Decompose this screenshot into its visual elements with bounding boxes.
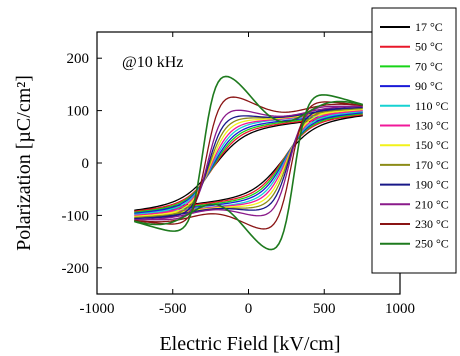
hysteresis-loop-150c	[134, 108, 363, 218]
legend-label: 170 °C	[415, 158, 449, 172]
legend-label: 210 °C	[415, 197, 449, 211]
y-tick-label: 0	[82, 156, 90, 172]
legend-items: 17 °C 50 °C 70 °C 90 °C 110 °C 130 °C 150 °C 17…	[380, 20, 449, 251]
legend-label: 130 °C	[415, 119, 449, 133]
legend-label: 190 °C	[415, 178, 449, 192]
hysteresis-loop-130c	[134, 109, 363, 217]
legend-label: 250 °C	[415, 237, 449, 251]
legend: 17 °C 50 °C 70 °C 90 °C 110 °C 130 °C 150 °C 17…	[371, 7, 457, 274]
legend-entry: 130 °C	[380, 119, 449, 133]
legend-entry: 170 °C	[380, 158, 449, 172]
legend-entry: 70 °C	[380, 59, 443, 73]
legend-entry: 90 °C	[380, 79, 443, 93]
legend-box	[371, 7, 457, 274]
legend-label: 17 °C	[415, 20, 443, 34]
legend-entry: 110 °C	[380, 99, 448, 113]
x-tick-label: 1000	[385, 301, 415, 317]
x-tick-label: 0	[245, 301, 253, 317]
hysteresis-loop-70c	[134, 112, 363, 214]
legend-label: 150 °C	[415, 138, 449, 152]
legend-label: 110 °C	[415, 99, 448, 113]
x-tick-label: -500	[159, 301, 187, 317]
y-tick-label: 100	[67, 104, 90, 120]
x-tick-label: -1000	[80, 301, 115, 317]
legend-entry: 250 °C	[380, 237, 449, 251]
legend-label: 230 °C	[415, 217, 449, 231]
plot-area	[96, 31, 401, 295]
y-tick-label: -100	[62, 208, 90, 224]
hysteresis-loop-210c	[134, 105, 363, 221]
legend-entry: 190 °C	[380, 178, 449, 192]
y-axis-title: Polarization [µC/cm²]	[13, 75, 35, 251]
hysteresis-loop-190c	[134, 106, 363, 220]
curves-group	[134, 75, 363, 251]
legend-entry: 210 °C	[380, 197, 449, 211]
plot-frame	[96, 31, 401, 295]
legend-entry: 230 °C	[380, 217, 449, 231]
hysteresis-loop-90c	[134, 111, 363, 215]
y-tick-label: -200	[62, 261, 90, 277]
legend-entry: 50 °C	[380, 40, 443, 54]
legend-label: 50 °C	[415, 40, 443, 54]
x-axis-title: Electric Field [kV/cm]	[159, 333, 340, 355]
legend-label: 70 °C	[415, 59, 443, 73]
y-tick-label: 200	[67, 51, 90, 67]
legend-entry: 17 °C	[380, 20, 443, 34]
annotation-frequency: @10 kHz	[122, 54, 183, 71]
legend-label: 90 °C	[415, 79, 443, 93]
legend-entry: 150 °C	[380, 138, 449, 152]
x-tick-label: 500	[313, 301, 336, 317]
hysteresis-loop-250c	[134, 75, 363, 251]
